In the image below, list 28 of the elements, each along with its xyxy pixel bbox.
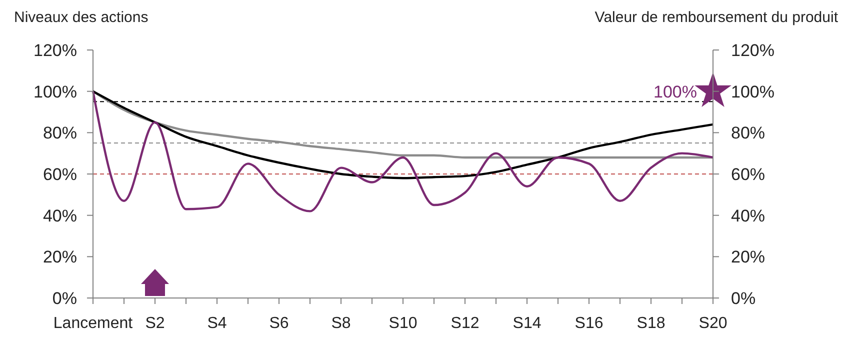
y-tick-label: 120% (34, 40, 77, 60)
y2-tick-label: 40% (731, 206, 766, 226)
x-tick-label: S16 (574, 315, 604, 332)
data-label: 100% (654, 82, 697, 102)
y-tick-label: 100% (34, 82, 77, 102)
y2-tick-label: 0% (731, 288, 756, 308)
y-tick-label: 0% (52, 288, 77, 308)
y-tick-label: 40% (42, 206, 77, 226)
x-tick-label: S18 (636, 315, 666, 332)
y-axis-title: Niveaux des actions (14, 9, 148, 26)
x-tick-label: S12 (450, 315, 480, 332)
y2-tick-label: 80% (731, 124, 766, 143)
x-tick-label: S6 (269, 315, 289, 332)
y2-tick-label: 120% (731, 40, 774, 60)
y2-axis-title: Valeur de remboursement du produit (594, 9, 839, 26)
y2-tick-label: 100% (731, 82, 774, 102)
x-tick-label: S14 (512, 315, 542, 332)
y2-tick-label: 60% (731, 164, 766, 184)
x-tick-label: S10 (388, 315, 418, 332)
y-tick-label: 20% (42, 248, 77, 267)
x-tick-label: S4 (207, 315, 227, 332)
x-tick-label: S20 (698, 315, 728, 332)
y-tick-label: 60% (42, 164, 77, 184)
x-tick-label: S8 (331, 315, 351, 332)
x-tick-label: Lancement (53, 315, 134, 332)
x-tick-label: S2 (145, 315, 165, 332)
y2-tick-label: 20% (731, 248, 766, 267)
y-tick-label: 80% (42, 124, 77, 143)
